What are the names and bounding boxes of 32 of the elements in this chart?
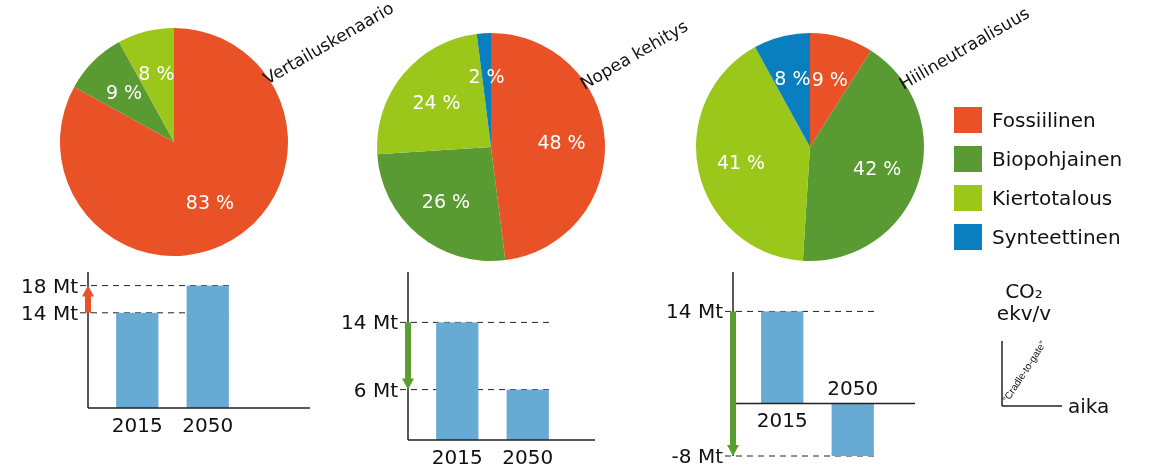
x-tick-label: 2050 (182, 413, 234, 437)
data-label: 42 % (853, 157, 902, 180)
y-tick-label: 14 Mt (21, 300, 79, 325)
x-tick-label: 2050 (502, 445, 554, 464)
pie-slice (74, 42, 174, 142)
y-tick-label: 18 Mt (21, 273, 79, 298)
legend-label: Kiertotalous (992, 186, 1113, 210)
text: CO₂ ekv/v (996, 279, 1052, 325)
pie-slice (377, 147, 506, 261)
y-tick-label: 14 Mt (341, 310, 399, 335)
pie-slice (119, 28, 174, 142)
x-tick-label: 2015 (431, 445, 483, 464)
pie-slice (755, 33, 810, 147)
data-label: 83 % (185, 191, 235, 214)
data-label: 8 % (774, 67, 811, 90)
x-tick-label: 2015 (111, 413, 163, 437)
data-label: 41 % (716, 151, 766, 174)
data-label: 9 % (811, 67, 848, 90)
pie-slice (696, 47, 810, 261)
x-tick-label: 2015 (756, 408, 808, 433)
y-tick-label: 6 Mt (353, 377, 399, 402)
legend-label: Synteettinen (992, 225, 1121, 249)
legend-label: Fossiilinen (992, 108, 1096, 132)
pie-slice (810, 33, 872, 147)
y-tick-label: 14 Mt (666, 299, 724, 324)
legend-label: Biopohjainen (992, 147, 1123, 171)
y-tick-label: -8 Mt (671, 444, 724, 464)
data-label: 26 % (421, 190, 471, 213)
data-label: 48 % (537, 131, 586, 154)
text: aika (1068, 394, 1110, 418)
x-tick-label: 2050 (827, 376, 879, 401)
data-label: 24 % (412, 90, 461, 113)
